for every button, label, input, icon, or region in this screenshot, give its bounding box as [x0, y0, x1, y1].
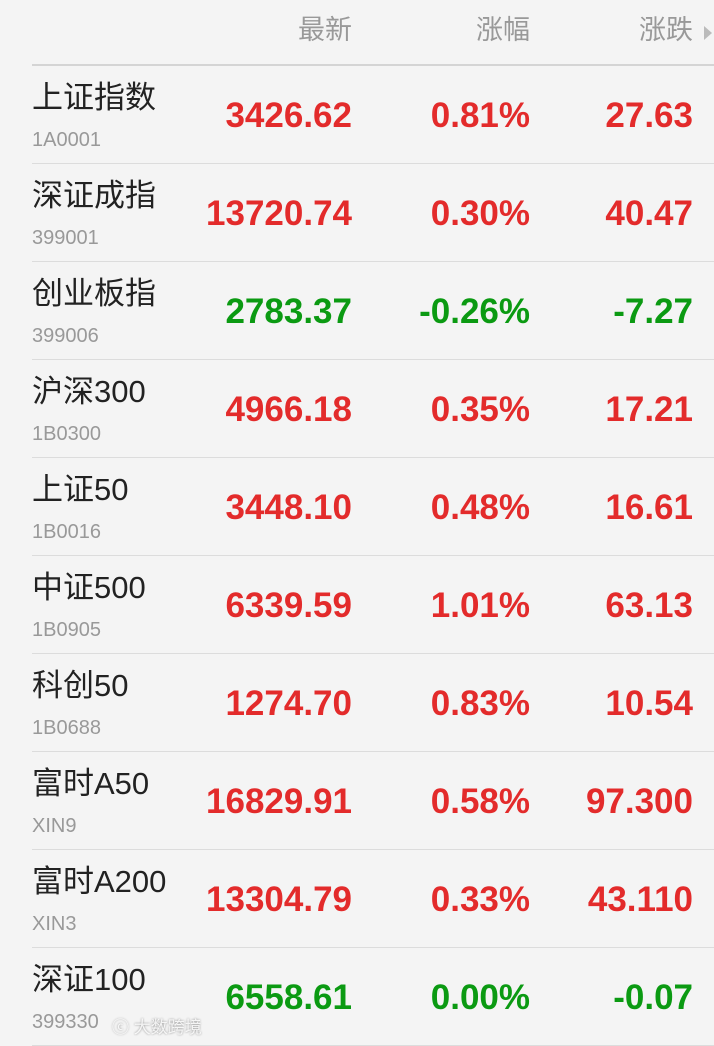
latest-price: 13720.74 — [206, 194, 352, 233]
change-percent: 0.83% — [430, 684, 530, 723]
index-name: 中证500 — [32, 570, 146, 605]
change-percent: 0.35% — [430, 390, 530, 429]
change-value: 63.13 — [605, 586, 693, 625]
latest-price: 3448.10 — [225, 488, 352, 527]
column-header-latest[interactable]: 最新 — [298, 15, 352, 45]
index-name: 沪深300 — [32, 374, 146, 409]
index-row[interactable]: 上证50 1B0016 3448.10 0.48% 16.61 — [32, 458, 714, 556]
change-percent: 0.48% — [430, 488, 530, 527]
change-percent: 1.01% — [430, 586, 530, 625]
index-code: XIN9 — [32, 815, 77, 837]
latest-price: 16829.91 — [206, 782, 352, 821]
index-name: 创业板指 — [32, 276, 156, 311]
index-row[interactable]: 科创50 1B0688 1274.70 0.83% 10.54 — [32, 654, 714, 752]
column-header-change-pct[interactable]: 涨幅 — [476, 15, 530, 45]
index-code: 1B0688 — [32, 717, 101, 739]
change-value: -7.27 — [613, 292, 693, 331]
index-code: 1A0001 — [32, 129, 101, 151]
change-value: 17.21 — [605, 390, 693, 429]
latest-price: 13304.79 — [206, 880, 352, 919]
latest-price: 3426.62 — [225, 96, 352, 135]
index-name: 富时A200 — [32, 864, 167, 899]
change-value: 10.54 — [605, 684, 693, 723]
index-name: 上证指数 — [32, 80, 156, 115]
index-code: XIN3 — [32, 913, 77, 935]
change-percent: -0.26% — [419, 292, 530, 331]
latest-price: 6339.59 — [225, 586, 352, 625]
change-value: -0.07 — [613, 978, 693, 1017]
change-percent: 0.58% — [430, 782, 530, 821]
watermark-logo: ⓒ 大数跨境 — [112, 1018, 202, 1037]
index-name: 科创50 — [32, 668, 129, 703]
index-name: 深证成指 — [32, 178, 156, 213]
change-percent: 0.30% — [430, 194, 530, 233]
index-code: 1B0300 — [32, 423, 101, 445]
change-percent: 0.00% — [430, 978, 530, 1017]
latest-price: 4966.18 — [225, 390, 352, 429]
change-value: 16.61 — [605, 488, 693, 527]
index-name: 上证50 — [32, 472, 129, 507]
watermark-text: 大数跨境 — [133, 1018, 202, 1037]
change-value: 40.47 — [605, 194, 693, 233]
index-code: 1B0016 — [32, 521, 101, 543]
index-name: 深证100 — [32, 962, 146, 997]
index-row[interactable]: 上证指数 1A0001 3426.62 0.81% 27.63 — [32, 66, 714, 164]
change-value: 97.300 — [585, 782, 693, 821]
change-value: 27.63 — [605, 96, 693, 135]
index-code: 399006 — [32, 325, 99, 347]
index-row[interactable]: 深证成指 399001 13720.74 0.30% 40.47 — [32, 164, 714, 262]
index-row[interactable]: 深证100 399330 6558.61 0.00% -0.07 — [32, 948, 714, 1046]
index-name: 富时A50 — [32, 766, 150, 801]
index-code: 399330 — [32, 1011, 99, 1033]
change-percent: 0.33% — [430, 880, 530, 919]
latest-price: 1274.70 — [225, 684, 352, 723]
index-code: 1B0905 — [32, 619, 101, 641]
index-row[interactable]: 富时A50 XIN9 16829.91 0.58% 97.300 — [32, 752, 714, 850]
index-row[interactable]: 创业板指 399006 2783.37 -0.26% -7.27 — [32, 262, 714, 360]
change-percent: 0.81% — [430, 96, 530, 135]
column-header-change[interactable]: 涨跌 — [639, 15, 693, 45]
index-row[interactable]: 富时A200 XIN3 13304.79 0.33% 43.110 — [32, 850, 714, 948]
change-value: 43.110 — [587, 880, 693, 919]
latest-price: 2783.37 — [225, 292, 352, 331]
index-row[interactable]: 沪深300 1B0300 4966.18 0.35% 17.21 — [32, 360, 714, 458]
table-header: 最新 涨幅 涨跌 — [32, 0, 714, 66]
index-row[interactable]: 中证500 1B0905 6339.59 1.01% 63.13 — [32, 556, 714, 654]
index-code: 399001 — [32, 227, 99, 249]
latest-price: 6558.61 — [225, 978, 352, 1017]
triangle-right-icon[interactable] — [704, 26, 712, 40]
